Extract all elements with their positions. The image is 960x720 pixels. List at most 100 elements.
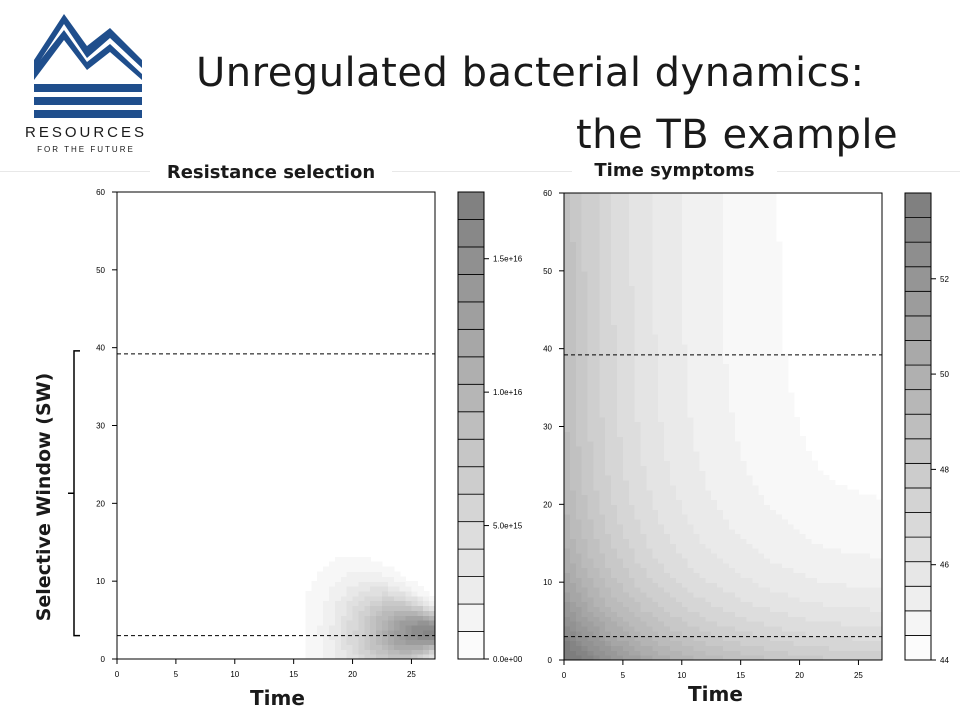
- heatmap-cell: [764, 562, 771, 569]
- heatmap-cell: [652, 207, 659, 214]
- heatmap-cell: [675, 523, 683, 530]
- heatmap-cell: [358, 654, 365, 660]
- colorbar-swatch: [457, 219, 485, 248]
- heatmap-cell: [675, 290, 683, 296]
- heatmap-cell: [399, 576, 407, 582]
- heatmap-cell: [829, 577, 836, 583]
- heatmap-cell: [599, 630, 606, 637]
- heatmap-cell: [746, 261, 754, 267]
- heatmap-cell: [564, 256, 571, 262]
- heatmap-cell: [634, 552, 642, 559]
- heatmap-cell: [611, 441, 618, 447]
- heatmap-cell: [817, 601, 824, 608]
- heatmap-cell: [687, 431, 695, 437]
- heatmap-cell: [628, 509, 636, 515]
- heatmap-cell: [752, 236, 759, 243]
- heatmap-cell: [352, 644, 360, 650]
- heatmap-cell: [622, 329, 630, 335]
- heatmap-cell: [675, 484, 683, 491]
- heatmap-cell: [699, 397, 706, 403]
- heatmap-cell: [823, 504, 830, 510]
- heatmap-cell: [352, 590, 360, 597]
- heatmap-cell: [876, 616, 883, 622]
- heatmap-cell: [734, 343, 742, 350]
- heatmap-cell: [581, 441, 589, 447]
- heatmap-cell: [605, 625, 612, 632]
- heatmap-cell: [605, 484, 612, 491]
- heatmap-cell: [699, 572, 706, 578]
- heatmap-cell: [575, 518, 583, 525]
- heatmap-cell: [752, 567, 759, 574]
- heatmap-cell: [617, 426, 624, 432]
- heatmap-cell: [687, 650, 695, 656]
- heatmap-cell: [675, 251, 683, 257]
- heatmap-cell: [423, 629, 430, 636]
- heatmap-cell: [823, 582, 830, 588]
- heatmap-cell: [699, 392, 706, 398]
- heatmap-cell: [646, 387, 653, 394]
- heatmap-cell: [317, 581, 324, 587]
- heatmap-cell: [728, 465, 736, 471]
- heatmap-cell: [652, 577, 659, 583]
- heatmap-cell: [817, 484, 824, 491]
- heatmap-cell: [675, 314, 683, 321]
- heatmap-cell: [617, 387, 624, 394]
- heatmap-cell: [611, 387, 618, 394]
- heatmap-cell: [734, 606, 742, 612]
- heatmap-cell: [728, 616, 736, 622]
- heatmap-cell: [569, 436, 577, 442]
- heatmap-cell: [429, 644, 436, 650]
- heatmap-cell: [728, 431, 736, 437]
- heatmap-cell: [840, 538, 848, 544]
- heatmap-cell: [723, 445, 730, 452]
- heatmap-cell: [575, 202, 583, 209]
- heatmap-cell: [564, 358, 571, 364]
- heatmap-cell: [664, 426, 671, 432]
- heatmap-cell: [317, 600, 324, 607]
- heatmap-cell: [823, 621, 830, 627]
- heatmap-cell: [728, 319, 736, 325]
- heatmap-cell: [693, 217, 701, 223]
- heatmap-cell: [793, 509, 801, 515]
- heatmap-cell: [334, 595, 342, 602]
- heatmap-cell: [728, 523, 736, 530]
- heatmap-cell: [581, 645, 589, 651]
- heatmap-cell: [687, 587, 695, 593]
- heatmap-cell: [628, 543, 636, 549]
- heatmap-cell: [317, 629, 324, 636]
- heatmap-cell: [352, 571, 360, 577]
- heatmap-cell: [740, 484, 748, 491]
- heatmap-cell: [852, 601, 860, 608]
- heatmap-cell: [687, 270, 695, 277]
- heatmap-cell: [723, 304, 730, 311]
- heatmap-cell: [675, 348, 683, 355]
- heatmap-cell: [776, 280, 783, 287]
- heatmap-cell: [569, 280, 577, 287]
- heatmap-cell: [429, 600, 436, 607]
- heatmap-cell: [805, 480, 812, 486]
- heatmap-cell: [758, 324, 765, 330]
- heatmap-cell: [617, 382, 624, 389]
- heatmap-cell: [646, 416, 653, 423]
- heatmap-cell: [752, 358, 759, 364]
- heatmap-cell: [752, 324, 759, 330]
- heatmap-cell: [617, 645, 624, 651]
- heatmap-cell: [764, 572, 771, 578]
- heatmap-cell: [675, 436, 683, 442]
- heatmap-cell: [717, 246, 724, 252]
- heatmap-cell: [611, 436, 618, 442]
- heatmap-cell: [311, 600, 318, 607]
- heatmap-cell: [587, 319, 595, 325]
- heatmap-cell: [746, 552, 754, 559]
- heatmap-cell: [770, 591, 777, 598]
- heatmap-cell: [717, 314, 724, 321]
- heatmap-cell: [770, 489, 777, 496]
- heatmap-cell: [346, 615, 354, 621]
- heatmap-cell: [634, 382, 642, 389]
- heatmap-cell: [728, 197, 736, 204]
- heatmap-cell: [728, 416, 736, 423]
- heatmap-cell: [569, 241, 577, 248]
- heatmap-cell: [587, 314, 595, 321]
- heatmap-cell: [752, 280, 759, 287]
- heatmap-cell: [723, 557, 730, 564]
